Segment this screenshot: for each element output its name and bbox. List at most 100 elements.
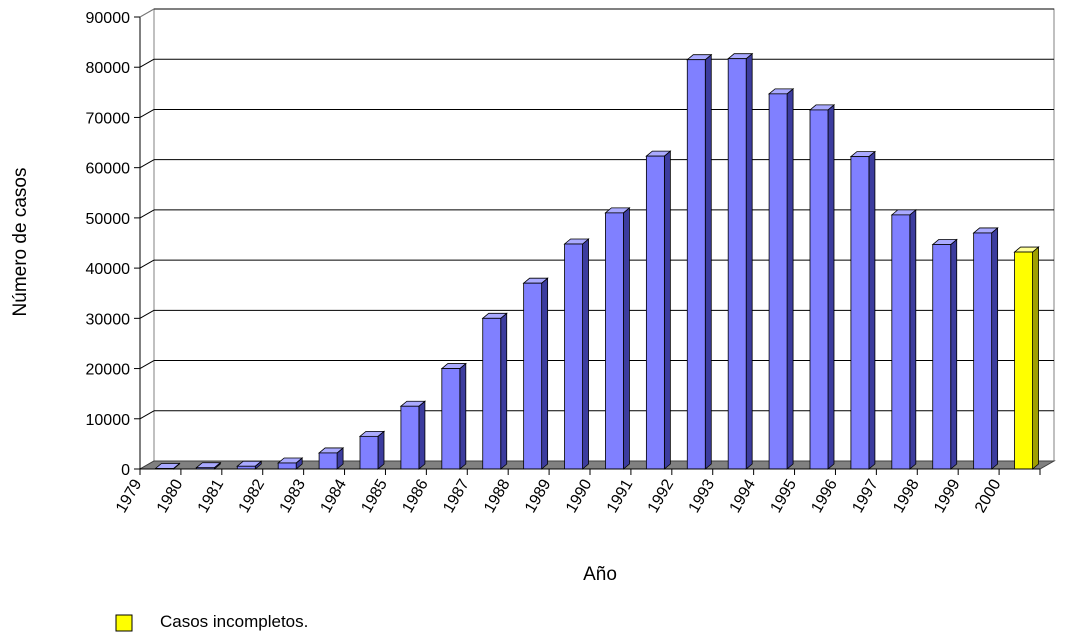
bar-side [541,277,549,470]
bar [481,312,508,470]
bar-front [482,317,502,470]
y-tick-label: 70000 [86,110,131,127]
bar-front [605,212,624,470]
bar [767,87,795,470]
bar-side [868,150,876,470]
y-tick-label: 30000 [86,311,131,328]
bar [972,227,999,470]
gridlines [139,8,1054,470]
bar [849,150,877,470]
x-tick-label: 1999 [931,476,964,515]
bar-side [950,238,958,470]
floor-plane [138,460,1056,470]
bar [727,52,754,470]
bar-front [932,244,952,470]
bar [522,277,549,470]
gridline-side [139,309,155,319]
bar [399,400,427,470]
x-tick-label: 1997 [849,476,882,515]
bar-side [377,430,385,470]
bar-side [459,362,467,470]
chart-back-wall [153,8,1055,462]
gridline-side [139,209,155,219]
x-tick-label: 1986 [399,476,432,515]
x-tick-label: 1990 [563,476,596,515]
bar [1013,246,1040,470]
bar-front [809,109,829,470]
bar [317,447,345,470]
x-tick-label: 1981 [195,476,228,515]
bar [195,461,222,470]
legend-swatch [115,614,133,632]
x-tick-label: 1989 [522,476,555,515]
bar-front [645,155,665,470]
bar [890,209,917,470]
bar-front [523,282,543,470]
bar-front [318,452,338,470]
x-tick-label: 1983 [277,476,310,515]
bar-side [827,104,835,470]
back-wall-frame [153,8,1055,462]
bar-side [704,53,712,470]
legend: Casos incompletos. [115,612,308,632]
y-tick-label: 10000 [86,412,131,429]
bar [563,238,590,470]
gridline-side [139,159,155,169]
bar-side [623,207,630,470]
x-tick-label: 1994 [727,476,760,515]
y-tick-label: 50000 [86,211,131,228]
bar-side [745,52,753,470]
bar [686,53,713,470]
bar-front [400,405,420,470]
x-tick-label: 1980 [154,476,187,515]
x-tick-label: 1998 [890,476,923,515]
x-tick-label: 1992 [645,476,678,515]
x-tick-label: 1995 [767,476,800,515]
y-tick-label: 80000 [86,60,131,77]
bar-side [582,238,589,470]
legend-label: Casos incompletos. [160,612,308,631]
bar-front [1014,251,1033,470]
x-tick-label: 1982 [236,476,269,515]
x-tick-label: 1979 [113,476,146,515]
bar-side [786,87,794,470]
bar-front [359,435,379,470]
bar-front [891,214,911,470]
bar [808,104,836,470]
gridline-side [139,109,155,118]
bar-front [441,368,461,470]
y-tick-label: 60000 [86,161,131,178]
axes [134,8,1041,475]
x-tick-label: 1996 [808,476,841,515]
bar [277,457,304,470]
chart-floor [138,460,1056,470]
bar [236,460,263,470]
bar-side [500,312,508,470]
gridline-side [139,410,155,420]
bar-front [727,58,747,470]
y-axis-top-edge [139,8,155,18]
gridline-side [139,360,155,369]
x-tick-label: 1993 [686,476,719,515]
bar-front [277,462,297,470]
bar-side [663,150,671,470]
x-tick-label: 2000 [972,476,1005,515]
y-tick-label: 20000 [86,362,131,379]
bars [154,52,1040,470]
y-tick-label: 0 [121,462,130,479]
bar-front [686,59,706,470]
bar-side [991,227,999,470]
x-tick-labels: 1979 1980 1981 1982 1983 1984 1985 1986 1987 1988… [113,476,1005,515]
bar [358,430,386,470]
bar [645,150,672,470]
bar-side [909,209,917,470]
x-tick-label: 1991 [604,476,637,515]
x-tick-label: 1988 [481,476,514,515]
bar-front [768,93,788,470]
x-tick-label: 1987 [440,476,473,515]
bar [440,362,467,470]
bar-front [850,156,870,470]
gridline-side [139,58,155,68]
x-tick-label: 1985 [358,476,391,515]
